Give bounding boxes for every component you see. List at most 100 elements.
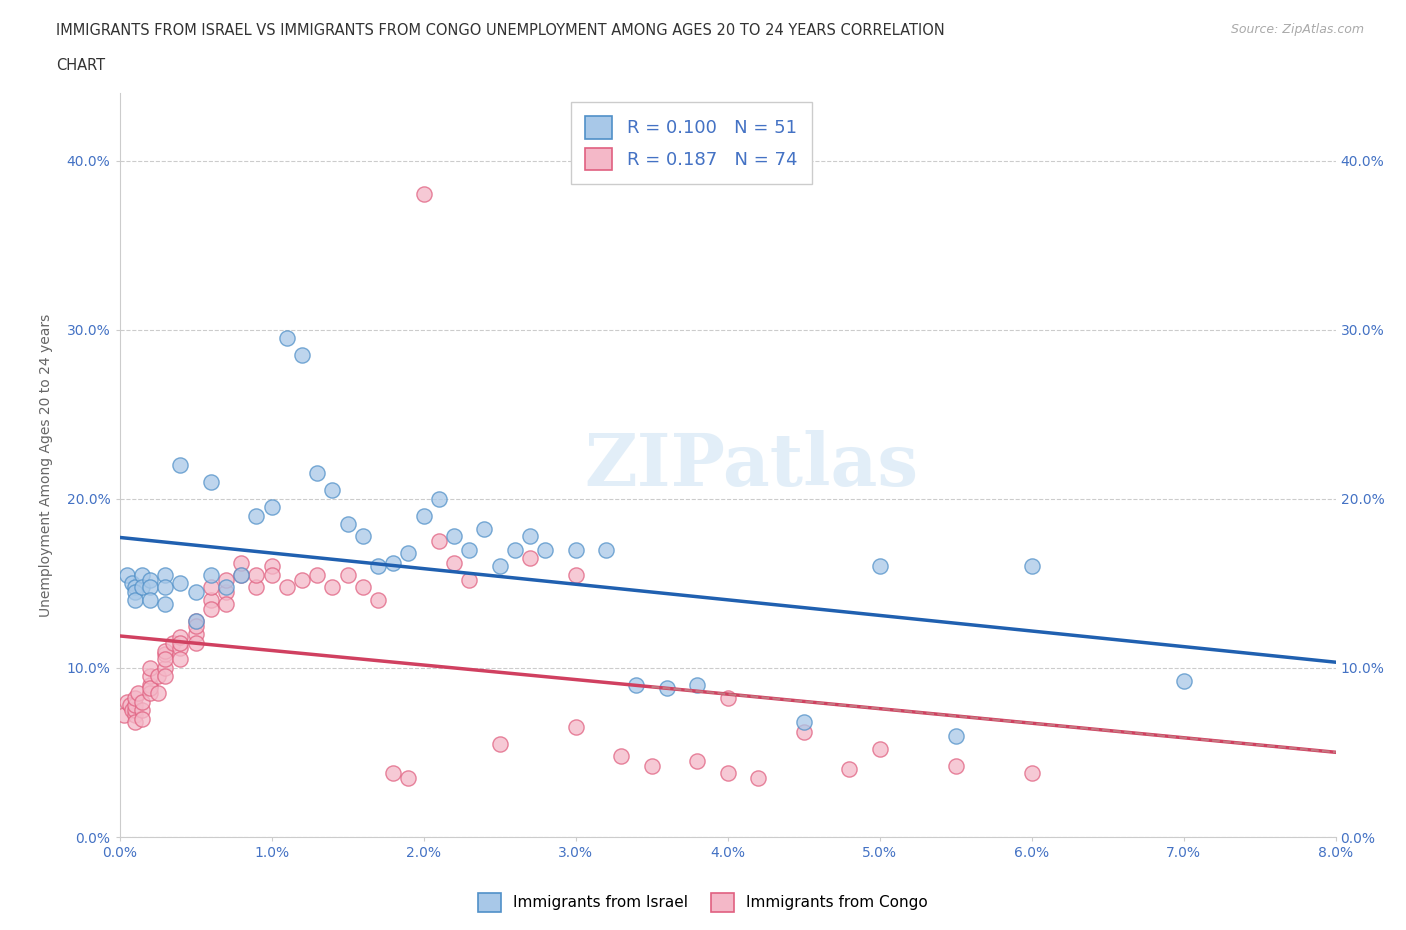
- Point: [793, 724, 815, 739]
- Point: [139, 685, 162, 700]
- Point: [215, 596, 238, 611]
- Point: [169, 630, 191, 644]
- Point: [396, 546, 419, 561]
- Point: [260, 559, 283, 574]
- Point: [184, 635, 207, 650]
- Text: CHART: CHART: [56, 58, 105, 73]
- Point: [245, 579, 267, 594]
- Point: [124, 584, 146, 599]
- Point: [245, 567, 267, 582]
- Point: [115, 695, 138, 710]
- Point: [131, 567, 153, 582]
- Point: [717, 691, 740, 706]
- Point: [139, 660, 162, 675]
- Legend: Immigrants from Israel, Immigrants from Congo: Immigrants from Israel, Immigrants from …: [472, 887, 934, 918]
- Point: [146, 685, 169, 700]
- Point: [139, 681, 162, 696]
- Point: [162, 635, 184, 650]
- Point: [231, 567, 253, 582]
- Point: [200, 602, 222, 617]
- Point: [564, 720, 586, 735]
- Point: [443, 528, 465, 543]
- Point: [146, 669, 169, 684]
- Point: [169, 640, 191, 655]
- Point: [488, 559, 510, 574]
- Text: IMMIGRANTS FROM ISRAEL VS IMMIGRANTS FROM CONGO UNEMPLOYMENT AMONG AGES 20 TO 24: IMMIGRANTS FROM ISRAEL VS IMMIGRANTS FRO…: [56, 23, 945, 38]
- Point: [153, 579, 176, 594]
- Point: [121, 576, 143, 591]
- Point: [120, 698, 142, 712]
- Point: [412, 509, 434, 524]
- Point: [153, 660, 176, 675]
- Point: [169, 458, 191, 472]
- Point: [640, 759, 662, 774]
- Point: [153, 567, 176, 582]
- Point: [626, 677, 648, 692]
- Point: [184, 613, 207, 628]
- Point: [153, 596, 176, 611]
- Point: [564, 542, 586, 557]
- Point: [564, 567, 586, 582]
- Point: [200, 474, 222, 489]
- Point: [793, 714, 815, 729]
- Point: [367, 592, 389, 607]
- Point: [153, 644, 176, 658]
- Point: [367, 559, 389, 574]
- Point: [945, 759, 967, 774]
- Point: [686, 753, 709, 768]
- Point: [153, 652, 176, 667]
- Point: [121, 703, 143, 718]
- Point: [443, 555, 465, 570]
- Point: [534, 542, 557, 557]
- Point: [352, 528, 374, 543]
- Point: [321, 483, 343, 498]
- Point: [169, 576, 191, 591]
- Point: [276, 331, 298, 346]
- Legend: R = 0.100   N = 51, R = 0.187   N = 74: R = 0.100 N = 51, R = 0.187 N = 74: [571, 102, 811, 184]
- Point: [139, 573, 162, 588]
- Point: [200, 579, 222, 594]
- Point: [124, 714, 146, 729]
- Point: [260, 499, 283, 514]
- Point: [1173, 674, 1195, 689]
- Point: [655, 681, 678, 696]
- Point: [869, 559, 891, 574]
- Point: [747, 770, 769, 785]
- Point: [321, 579, 343, 594]
- Point: [1021, 765, 1043, 780]
- Point: [124, 698, 146, 712]
- Point: [200, 592, 222, 607]
- Point: [153, 647, 176, 662]
- Point: [139, 579, 162, 594]
- Point: [215, 584, 238, 599]
- Point: [838, 762, 860, 777]
- Point: [139, 669, 162, 684]
- Point: [472, 522, 496, 537]
- Point: [291, 348, 314, 363]
- Point: [336, 567, 359, 582]
- Point: [427, 534, 450, 549]
- Point: [307, 466, 329, 481]
- Point: [153, 669, 176, 684]
- Point: [115, 567, 138, 582]
- Point: [519, 528, 541, 543]
- Point: [215, 573, 238, 588]
- Point: [427, 491, 450, 506]
- Point: [169, 635, 191, 650]
- Point: [131, 579, 153, 594]
- Point: [131, 695, 153, 710]
- Point: [717, 765, 740, 780]
- Point: [382, 555, 405, 570]
- Point: [124, 703, 146, 718]
- Point: [139, 592, 162, 607]
- Point: [503, 542, 526, 557]
- Point: [488, 737, 510, 751]
- Point: [519, 551, 541, 565]
- Point: [131, 711, 153, 726]
- Point: [610, 749, 633, 764]
- Point: [169, 652, 191, 667]
- Text: Source: ZipAtlas.com: Source: ZipAtlas.com: [1230, 23, 1364, 36]
- Point: [869, 741, 891, 756]
- Point: [124, 691, 146, 706]
- Point: [307, 567, 329, 582]
